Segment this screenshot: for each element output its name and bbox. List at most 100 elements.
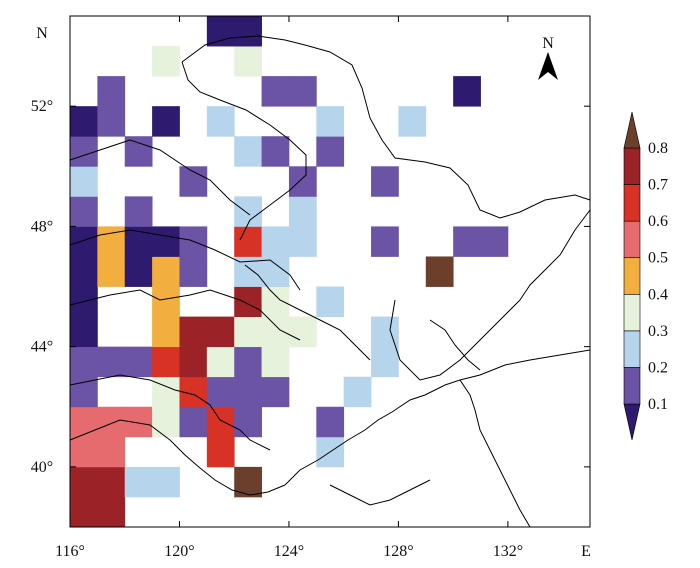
- heatmap-cell: [288, 316, 317, 348]
- heatmap-cell: [179, 166, 208, 197]
- heatmap-cell: [234, 16, 262, 47]
- coast-2: [69, 374, 271, 451]
- heatmap-cell: [234, 46, 262, 77]
- y-tick-label: 48°: [31, 218, 53, 235]
- heatmap-cell: [70, 166, 98, 197]
- heatmap-cell: [398, 106, 427, 137]
- heatmap-cell: [152, 226, 180, 257]
- x-axis-labels: 116° 120° 124° 128° 132°: [55, 543, 523, 560]
- heatmap-cell: [152, 376, 180, 408]
- y-tick-label: 52°: [31, 98, 53, 115]
- heatmap-cell: [70, 466, 98, 498]
- legend-swatch: [623, 147, 641, 185]
- inner-border-2: [69, 139, 251, 216]
- legend-label: 0.4: [648, 286, 668, 303]
- heatmap-cell: [70, 226, 98, 257]
- heatmap-cell: [288, 226, 317, 257]
- legend-swatch: [623, 330, 641, 368]
- heatmap-cell: [70, 256, 98, 287]
- north-arrow-label: N: [542, 35, 554, 52]
- east-border: [519, 209, 591, 301]
- heatmap-cell: [261, 226, 290, 257]
- heatmap-cell: [288, 166, 317, 197]
- heatmap-cell: [206, 406, 235, 438]
- coast-3: [69, 419, 286, 496]
- heatmap-cell: [152, 106, 180, 137]
- heatmap-cell: [124, 136, 153, 167]
- heatmap-cell: [316, 106, 345, 137]
- heatmap-cell: [124, 346, 153, 378]
- legend-swatch: [623, 184, 641, 222]
- inner-border-6: [429, 319, 481, 371]
- heatmap-cell: [234, 286, 262, 317]
- heatmap-cell: [70, 406, 98, 438]
- heatmap-cell: [261, 76, 290, 107]
- heatmap-cell: [425, 256, 454, 287]
- x-tick-label: 124°: [274, 543, 304, 560]
- legend-swatch: [623, 257, 641, 295]
- heatmap-cell: [206, 436, 235, 468]
- inner-border-5: [244, 264, 371, 361]
- heatmap-cell: [261, 346, 290, 378]
- legend-label: 0.5: [648, 250, 668, 267]
- heatmap-cell: [70, 376, 98, 408]
- china-north-border: [181, 35, 591, 219]
- heatmap-cell: [261, 316, 290, 348]
- heatmap-cell: [179, 316, 208, 348]
- heatmap-cell: [371, 226, 399, 257]
- heatmap-cell: [97, 496, 126, 528]
- legend-label: 0.3: [648, 323, 668, 340]
- heatmap-cell: [206, 16, 235, 47]
- heatmap-cell: [206, 346, 235, 378]
- heatmap-cell: [261, 286, 290, 317]
- heatmap-cell: [124, 466, 153, 498]
- heatmap-cell: [97, 346, 126, 378]
- heatmap-cell: [152, 46, 180, 77]
- heatmap-cell: [70, 436, 98, 468]
- heatmap-cell: [480, 226, 509, 257]
- heatmap-cell: [179, 346, 208, 378]
- x-axis-unit: E: [581, 543, 591, 560]
- heatmap-cell: [206, 376, 235, 408]
- x-tick-label: 128°: [383, 543, 413, 560]
- coast-4: [284, 349, 591, 486]
- heatmap-cell: [70, 496, 98, 528]
- korea-border: [459, 379, 531, 528]
- legend-swatch: [623, 293, 641, 332]
- legend-label: 0.2: [648, 359, 668, 376]
- heatmap-cell: [316, 136, 345, 167]
- heatmap-cell: [234, 376, 262, 408]
- inner-border-1: [181, 61, 307, 241]
- heatmap-cell: [371, 166, 399, 197]
- heatmap-cell: [70, 316, 98, 348]
- x-tick-label: 116°: [55, 543, 85, 560]
- axis-ticks: [69, 16, 590, 527]
- heatmap-cell: [97, 436, 126, 468]
- legend-label: 0.6: [648, 213, 668, 230]
- heatmap-cell: [97, 406, 126, 438]
- heatmap-cell: [316, 406, 345, 438]
- heatmap-cell: [97, 76, 126, 107]
- heatmap-cell: [152, 406, 180, 438]
- heatmap-cell: [234, 136, 262, 167]
- colorbar-legend: 0.1 0.2 0.3 0.4 0.5 0.6 0.7 0.8: [623, 111, 668, 441]
- coast-1: [389, 299, 521, 381]
- coast-5: [329, 479, 431, 506]
- heatmap-cell: [152, 286, 180, 317]
- heatmap-cell: [261, 256, 290, 287]
- heatmap-cell: [206, 106, 235, 137]
- heatmap-cell: [453, 226, 481, 257]
- heatmap-cell: [206, 316, 235, 348]
- y-tick-label: 40°: [31, 459, 53, 476]
- heatmap-cell: [152, 346, 180, 378]
- heatmap-cell: [234, 226, 262, 257]
- heatmap-cell: [316, 286, 345, 317]
- heatmap-cell: [97, 106, 126, 137]
- heatmap-cell: [261, 136, 290, 167]
- heatmap-cell: [70, 196, 98, 227]
- x-tick-label: 120°: [164, 543, 194, 560]
- inner-border-4: [69, 289, 301, 341]
- heatmap-cell: [234, 316, 262, 348]
- heatmap-cell: [288, 196, 317, 227]
